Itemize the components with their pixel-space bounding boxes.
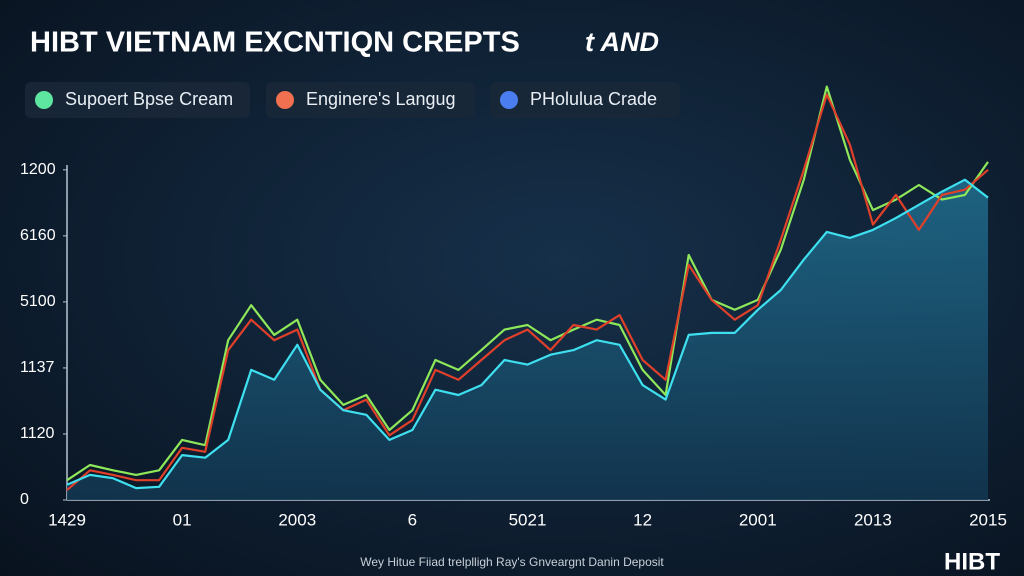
legend-swatch [500,91,518,109]
y-tick-label: 0 [20,491,29,508]
y-tick-label: 1200 [20,161,56,178]
legend-box [490,82,680,118]
legend-swatch [35,91,53,109]
x-tick-label: 6 [408,510,417,529]
legend-swatch [276,91,294,109]
footer: Wey Hitue Fiiad trelplligh Ray's Gnvearg… [360,555,664,569]
legend-item: Enginere's Langug [266,82,475,118]
x-tick-label: 2015 [969,510,1007,529]
line [66,93,989,491]
legend-label: PHolulua Crade [530,89,657,109]
legend-box [25,82,250,118]
y-tick-label: 5100 [20,293,56,310]
y-tick-label: 6160 [20,227,56,244]
x-tick-label: 2013 [854,510,892,529]
area [67,179,988,500]
brand: HIBT [944,548,1000,575]
y-tick-label: 1120 [20,425,55,442]
x-tick-label: 2003 [278,510,316,529]
legend-item: PHolulua Crade [490,82,680,118]
legend-box [266,82,475,118]
chart-title-suffix: t AND [585,27,659,57]
y-tick-label: 1137 [20,359,55,376]
line [66,178,989,490]
x-tick-label: 2001 [739,510,777,529]
legend-item: Supoert Bpse Cream [25,82,250,118]
x-tick-label: 1429 [48,510,86,529]
chart-title: HIBT VIETNAM EXCNTIQN CREPTS [30,27,520,59]
x-tick-label: 01 [173,510,192,529]
x-tick-label: 5021 [509,510,547,529]
x-tick-label: 12 [633,510,652,529]
legend-label: Enginere's Langug [306,89,456,109]
legend-label: Supoert Bpse Cream [65,89,233,109]
